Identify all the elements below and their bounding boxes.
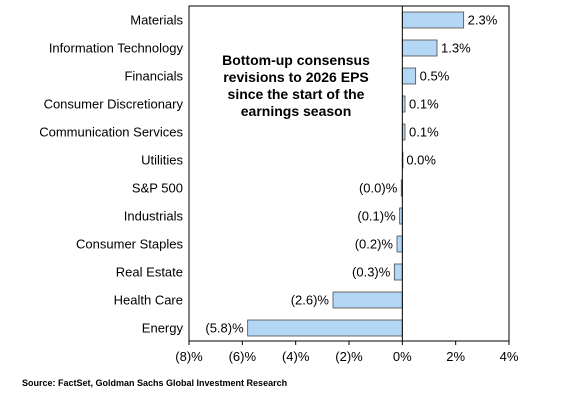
bar [401, 67, 417, 85]
bar [401, 11, 465, 29]
chart-title-line: earnings season [241, 103, 352, 119]
category-label: Financials [124, 69, 183, 84]
category-label: Communication Services [39, 125, 183, 140]
data-label: (0.0)% [359, 181, 398, 196]
bar [396, 235, 403, 253]
data-labels: 2.3% 1.3% 0.5% 0.1% 0.1% 0.0% (0.0)% (0.1)% (0.2… [205, 13, 497, 336]
data-label: (2.6)% [291, 293, 330, 308]
data-label: 0.1% [409, 97, 439, 112]
x-tick-label: (6)% [229, 349, 257, 364]
chart-title-line: since the start of the [228, 86, 365, 102]
bar [247, 319, 403, 337]
x-axis-ticks: (8)% (6)% (4)% (2)% 0% 2% 4% [175, 341, 519, 364]
category-label: Real Estate [116, 265, 183, 280]
data-label: 0.5% [420, 69, 450, 84]
data-label: 2.3% [468, 13, 498, 28]
category-label: Industrials [124, 209, 184, 224]
x-tick-label: 4% [500, 349, 519, 364]
data-label: (0.2)% [355, 237, 394, 252]
category-label: Consumer Discretionary [44, 97, 184, 112]
category-label: Utilities [141, 153, 183, 168]
data-label: 1.3% [441, 41, 471, 56]
x-tick-label: (2)% [335, 349, 363, 364]
bar [401, 39, 438, 57]
chart-title-line: Bottom-up consensus [222, 52, 370, 68]
category-label: Information Technology [49, 41, 184, 56]
data-label: (0.3)% [352, 265, 391, 280]
category-labels: Materials Information Technology Financial… [39, 13, 183, 336]
category-label: Materials [130, 13, 183, 28]
bar [332, 291, 403, 309]
data-label: (5.8)% [205, 321, 244, 336]
category-label: Health Care [114, 293, 183, 308]
category-label: S&P 500 [132, 181, 183, 196]
data-label: 0.1% [409, 125, 439, 140]
source-note: Source: FactSet, Goldman Sachs Global In… [22, 378, 287, 388]
x-tick-label: (4)% [282, 349, 310, 364]
category-label: Energy [142, 321, 184, 336]
x-tick-label: (8)% [175, 349, 203, 364]
x-tick-label: 2% [446, 349, 465, 364]
data-label: (0.1)% [357, 209, 396, 224]
chart-title-line: revisions to 2026 EPS [223, 69, 369, 85]
x-tick-label: 0% [393, 349, 412, 364]
data-label: 0.0% [406, 153, 436, 168]
bar [393, 263, 403, 281]
category-label: Consumer Staples [76, 237, 183, 252]
